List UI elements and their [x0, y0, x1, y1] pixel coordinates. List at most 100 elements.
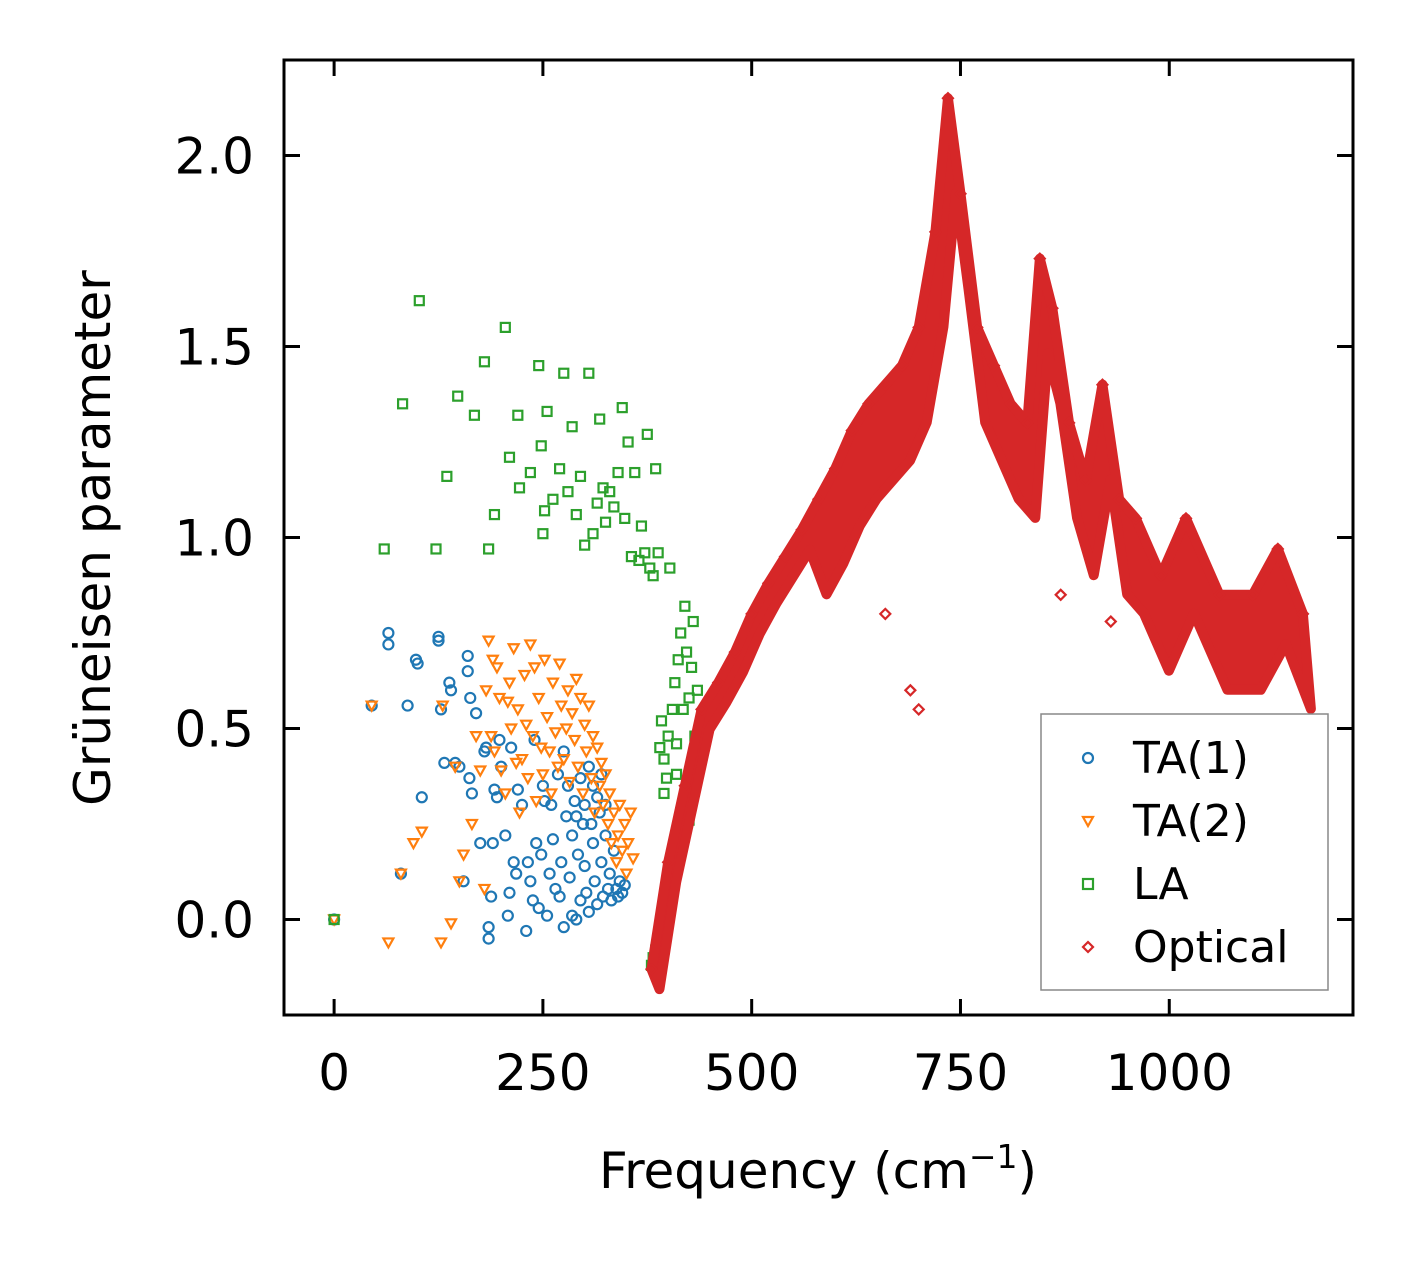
- data-point: [566, 829, 579, 842]
- data-point: [619, 868, 634, 881]
- data-point: [664, 562, 676, 574]
- data-point: [481, 635, 496, 648]
- data-point: [661, 855, 675, 869]
- data-point: [587, 807, 602, 820]
- data-point: [452, 390, 464, 402]
- data-point: [576, 817, 590, 831]
- data-point: [615, 845, 630, 859]
- data-point: [542, 746, 557, 759]
- data-point: [571, 761, 585, 774]
- data-point: [434, 937, 448, 950]
- data-point: [515, 753, 529, 767]
- data-point: [512, 807, 527, 820]
- data-point: [584, 773, 599, 786]
- data-point: [586, 731, 600, 744]
- data-point: [382, 626, 395, 640]
- data-point: [537, 528, 549, 540]
- data-point: [498, 788, 513, 801]
- data-point: [587, 528, 599, 540]
- data-point: [381, 937, 396, 950]
- data-point: [565, 708, 579, 721]
- data-point: [695, 702, 709, 716]
- data-point: [670, 738, 683, 750]
- data-point: [621, 837, 635, 851]
- series-layer: [327, 91, 1316, 995]
- data-point: [435, 700, 450, 713]
- data-point: [529, 795, 544, 809]
- data-point: [469, 707, 483, 720]
- data-point: [441, 470, 453, 482]
- data-point: [414, 826, 429, 839]
- data-point: [602, 788, 617, 801]
- data-point: [591, 791, 604, 804]
- legend-marker: [1081, 940, 1095, 954]
- legend-item: LA: [1081, 859, 1189, 910]
- data-point: [639, 547, 651, 559]
- data-point: [778, 550, 792, 564]
- data-point: [517, 669, 532, 683]
- data-point: [554, 700, 569, 713]
- data-point: [579, 746, 594, 759]
- data-point: [928, 225, 942, 239]
- data-point: [490, 662, 504, 675]
- data-point: [578, 798, 591, 812]
- data-point: [557, 921, 570, 934]
- data-point: [519, 719, 534, 732]
- data-point: [591, 497, 603, 509]
- data-point: [488, 508, 501, 521]
- x-tick-label: 1000: [1106, 1044, 1233, 1102]
- data-point: [482, 921, 495, 934]
- data-point: [474, 836, 487, 850]
- data-point: [629, 466, 641, 479]
- data-point: [1045, 301, 1059, 315]
- data-point: [540, 909, 554, 922]
- data-point: [1095, 378, 1110, 392]
- data-point: [538, 505, 551, 517]
- x-axis-title: Frequency (cm−1): [599, 1137, 1037, 1200]
- data-point: [582, 760, 595, 773]
- data-point: [666, 703, 678, 716]
- data-point: [570, 508, 582, 521]
- data-point: [502, 677, 517, 690]
- data-point: [484, 731, 498, 744]
- data-point: [537, 654, 552, 668]
- legend-item: TA(1): [1081, 733, 1249, 784]
- data-point: [499, 829, 512, 842]
- data-point: [574, 470, 587, 482]
- data-point: [660, 772, 673, 784]
- data-point: [543, 867, 556, 880]
- data-point: [469, 731, 483, 744]
- data-point: [546, 833, 560, 846]
- data-point: [599, 516, 612, 528]
- data-point: [1154, 569, 1168, 583]
- data-point: [554, 463, 566, 475]
- data-point: [571, 848, 585, 861]
- data-point: [594, 757, 609, 771]
- data-point: [595, 856, 608, 869]
- data-point: [680, 646, 693, 658]
- data-point: [503, 451, 516, 463]
- data-point: [432, 630, 445, 643]
- legend-label: LA: [1133, 859, 1189, 910]
- data-point: [912, 320, 926, 334]
- data-point: [561, 779, 575, 792]
- data-point: [490, 791, 504, 804]
- data-point: [509, 757, 524, 771]
- data-point: [655, 715, 668, 727]
- data-point: [438, 756, 451, 769]
- data-point: [463, 772, 476, 785]
- data-point: [452, 876, 467, 889]
- data-point: [583, 367, 595, 379]
- data-point: [594, 413, 606, 425]
- data-point: [611, 830, 625, 843]
- legend-marker: [1081, 877, 1095, 891]
- data-point: [728, 645, 742, 659]
- data-point: [678, 779, 692, 793]
- data-point: [560, 810, 573, 823]
- data-point: [558, 367, 570, 379]
- data-point: [577, 719, 592, 732]
- data-point: [401, 699, 414, 712]
- y-tick-label: 0.0: [174, 892, 254, 950]
- data-point: [941, 91, 955, 105]
